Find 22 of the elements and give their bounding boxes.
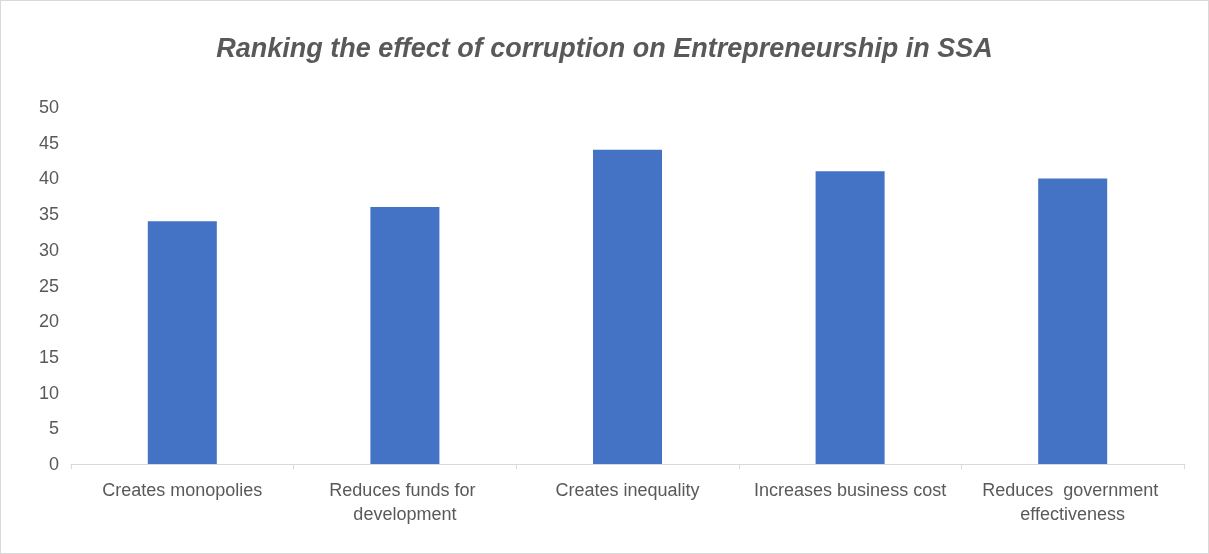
x-tick-label: Reduces government effectiveness	[982, 480, 1164, 524]
chart-title: Ranking the effect of corruption on Entrepreneurship in SSA	[216, 32, 993, 63]
y-tick-label: 40	[38, 168, 59, 189]
x-tick-label: Creates inequality	[555, 480, 700, 500]
bar	[593, 149, 662, 464]
x-tick-label: Creates monopolies	[102, 480, 263, 500]
bar	[147, 221, 217, 464]
x-tick-label: Increases business cost	[754, 480, 947, 500]
y-tick-label: 15	[38, 346, 59, 367]
y-tick-label: 30	[38, 239, 59, 260]
y-tick-label: 50	[38, 97, 59, 117]
y-tick-label: 5	[48, 418, 59, 439]
y-tick-label: 0	[48, 454, 59, 474]
y-tick-label: 35	[38, 204, 59, 225]
y-tick-label: 25	[38, 275, 59, 296]
y-tick-label: 45	[38, 132, 59, 153]
x-tick-label: Reduces funds for development	[329, 480, 481, 524]
bar	[370, 206, 440, 464]
bar	[815, 171, 885, 464]
y-tick-label: 20	[38, 311, 59, 332]
y-tick-label: 10	[38, 382, 59, 403]
bar	[1038, 178, 1108, 464]
